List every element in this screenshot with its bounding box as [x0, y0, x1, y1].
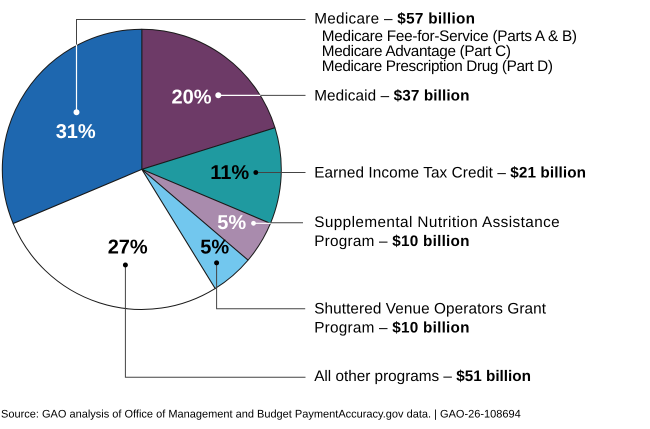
svg-text:All other programs – $51 billi: All other programs – $51 billion	[314, 368, 531, 385]
svg-text:Medicare Fee-for-Service (Part: Medicare Fee-for-Service (Parts A & B)	[322, 28, 577, 45]
svg-text:Supplemental Nutrition Assista: Supplemental Nutrition Assistance	[314, 214, 560, 231]
svg-text:Medicaid – $37 billion: Medicaid – $37 billion	[314, 87, 469, 104]
svg-text:Earned Income Tax Credit – $21: Earned Income Tax Credit – $21 billion	[314, 164, 586, 181]
svg-text:Program – $10 billion: Program – $10 billion	[314, 233, 469, 250]
svg-text:5%: 5%	[217, 212, 246, 234]
svg-text:Medicare Advantage (Part C): Medicare Advantage (Part C)	[322, 43, 511, 60]
svg-text:31%: 31%	[56, 121, 96, 143]
svg-text:20%: 20%	[172, 87, 212, 109]
svg-text:Shuttered Venue Operators Gran: Shuttered Venue Operators Grant	[314, 300, 547, 317]
svg-text:Medicare – $57 billion: Medicare – $57 billion	[314, 10, 475, 27]
svg-text:5%: 5%	[200, 237, 229, 259]
svg-text:Program – $10 billion: Program – $10 billion	[314, 320, 469, 337]
svg-text:27%: 27%	[108, 237, 148, 259]
svg-text:Source: GAO analysis of Office: Source: GAO analysis of Office of Manage…	[1, 409, 521, 421]
svg-text:11%: 11%	[210, 162, 249, 184]
svg-text:Medicare Prescription Drug (Pa: Medicare Prescription Drug (Part D)	[322, 58, 553, 75]
